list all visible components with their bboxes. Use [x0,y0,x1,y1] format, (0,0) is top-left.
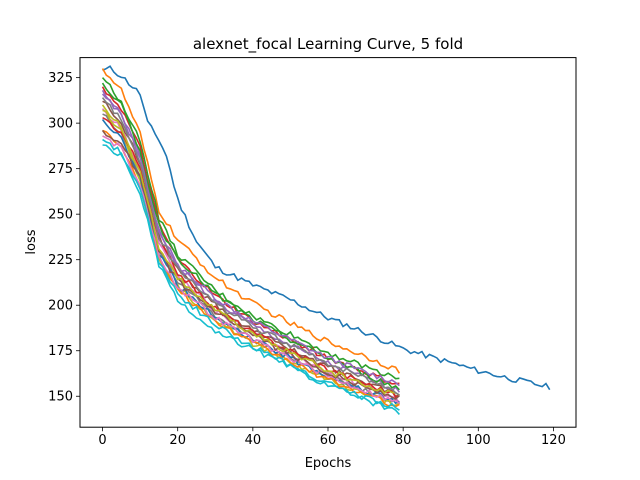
y-tick-label: 275 [48,162,73,177]
series-line-2 [101,68,401,374]
y-tick-label: 325 [48,71,73,86]
x-tick-label: 40 [245,433,262,448]
y-axis-label: loss [24,229,39,254]
chart-title: alexnet_focal Learning Curve, 5 fold [193,35,463,54]
y-tick-label: 150 [48,390,73,405]
series-line-3 [101,77,400,380]
x-axis-label: Epochs [305,456,352,471]
series-line-16 [102,135,400,405]
y-tick-label: 225 [48,253,73,268]
x-tick-label: 100 [466,433,491,448]
y-tick-label: 175 [48,344,73,359]
plot-frame [79,57,577,428]
series-layer [101,65,551,415]
x-tick-label: 0 [98,433,106,448]
y-tick-label: 250 [48,208,73,223]
x-tick-label: 20 [169,433,186,448]
series-line-19 [102,109,400,396]
x-tick-label: 60 [320,433,337,448]
x-tick-label: 120 [541,433,566,448]
series-line-18 [102,138,400,411]
series-line-15 [101,89,400,387]
series-line-1 [102,65,551,391]
y-tick-label: 200 [48,299,73,314]
x-tick-label: 80 [395,433,412,448]
y-tick-label: 300 [48,117,73,132]
series-line-20 [101,97,400,396]
ticks-layer: 0 20 40 60 80 100 120 150 175 200 225 250 275 300 325 [48,71,566,448]
series-line-13 [101,82,400,391]
